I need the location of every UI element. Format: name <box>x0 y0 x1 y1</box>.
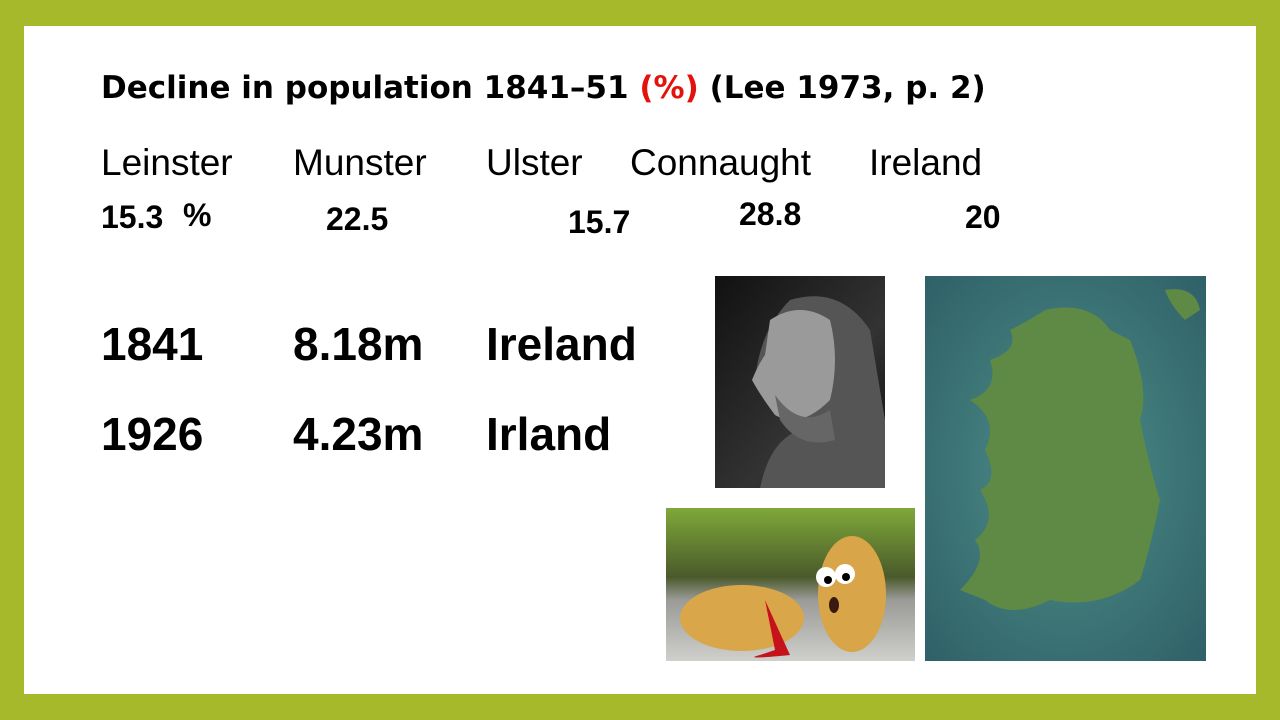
region-value: 15.3 <box>101 199 163 235</box>
region-name: Ulster <box>486 142 583 183</box>
row-cell: Ireland <box>486 318 637 370</box>
title-source: (Lee 1973, p. 2) <box>710 70 986 106</box>
region-value: 28.8 <box>739 196 801 232</box>
row-cell: Irland <box>486 408 611 460</box>
population-rows: 1841 8.18m Ireland 1926 4.23m Irland <box>101 318 637 460</box>
title-unit: (%) <box>639 70 698 106</box>
ireland-map <box>925 276 1206 661</box>
region-value: 15.7 <box>568 204 630 240</box>
potato-photo <box>666 508 915 661</box>
region-value: 20 <box>965 199 1001 235</box>
row-cell: 4.23m <box>293 408 423 460</box>
region-value: 22.5 <box>326 201 388 237</box>
row-cell: 8.18m <box>293 318 423 370</box>
title-main: Decline in population 1841–51 <box>101 70 629 106</box>
region-name: Connaught <box>630 142 812 183</box>
region-name: Munster <box>293 142 427 183</box>
region-name: Leinster <box>101 142 233 183</box>
portrait-photo <box>715 276 885 488</box>
title: Decline in population 1841–51 (%) (Lee 1… <box>101 70 986 106</box>
region-table: Leinster Munster Ulster Connaught Ireland 15.… <box>101 142 1001 240</box>
row-cell: 1841 <box>101 318 203 370</box>
region-name: Ireland <box>869 142 982 183</box>
region-unit: % <box>183 197 211 233</box>
row-cell: 1926 <box>101 408 203 460</box>
